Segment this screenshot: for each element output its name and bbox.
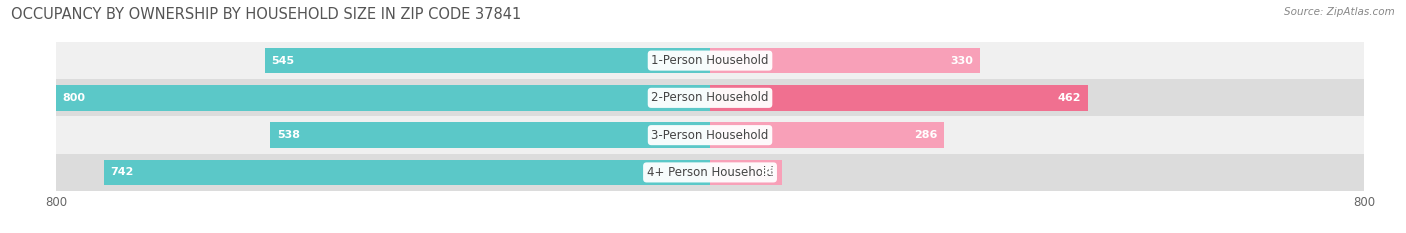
Text: 286: 286 bbox=[914, 130, 938, 140]
Bar bbox=[710, 48, 980, 73]
Text: 800: 800 bbox=[63, 93, 86, 103]
Text: 742: 742 bbox=[110, 168, 134, 177]
Bar bbox=[56, 85, 710, 110]
Text: 2-Person Household: 2-Person Household bbox=[651, 91, 769, 104]
Bar bbox=[56, 154, 1364, 191]
Bar bbox=[56, 42, 1364, 79]
Text: 1-Person Household: 1-Person Household bbox=[651, 54, 769, 67]
Text: 545: 545 bbox=[271, 56, 294, 65]
Text: OCCUPANCY BY OWNERSHIP BY HOUSEHOLD SIZE IN ZIP CODE 37841: OCCUPANCY BY OWNERSHIP BY HOUSEHOLD SIZE… bbox=[11, 7, 522, 22]
Text: 538: 538 bbox=[277, 130, 299, 140]
Bar bbox=[264, 48, 710, 73]
Bar bbox=[56, 79, 1364, 116]
Bar bbox=[710, 160, 782, 185]
Text: Source: ZipAtlas.com: Source: ZipAtlas.com bbox=[1284, 7, 1395, 17]
Bar bbox=[710, 123, 943, 148]
Bar bbox=[270, 123, 710, 148]
Text: 330: 330 bbox=[950, 56, 973, 65]
Bar bbox=[710, 85, 1088, 110]
Bar bbox=[104, 160, 710, 185]
Text: 88: 88 bbox=[759, 168, 776, 177]
Text: 462: 462 bbox=[1057, 93, 1081, 103]
Bar bbox=[56, 116, 1364, 154]
Text: 4+ Person Household: 4+ Person Household bbox=[647, 166, 773, 179]
Text: 3-Person Household: 3-Person Household bbox=[651, 129, 769, 142]
